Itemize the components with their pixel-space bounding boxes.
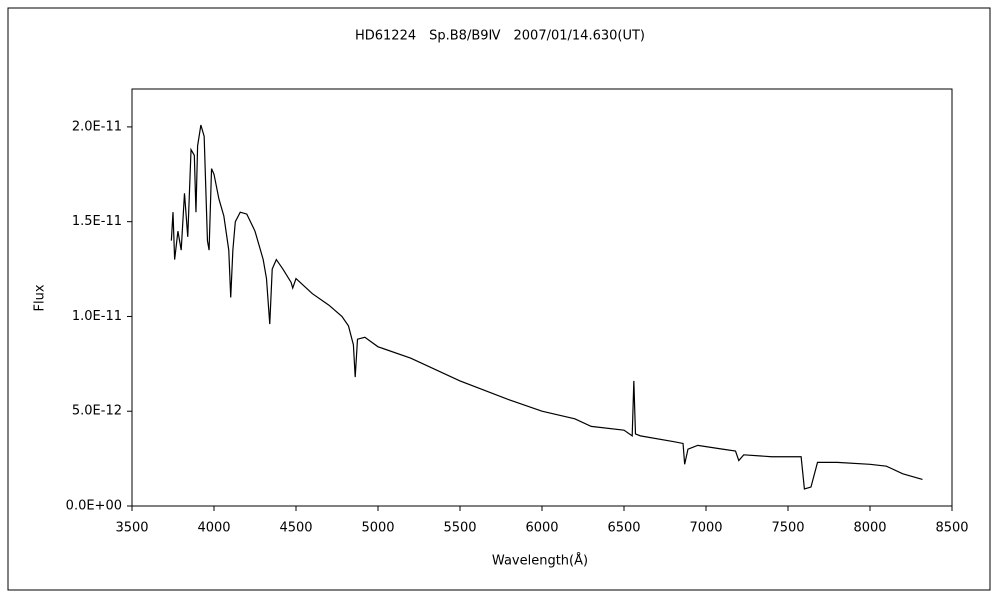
y-tick-label: 1.5E-11 [72,214,122,229]
x-tick-label: 6000 [525,521,558,536]
x-tick-label: 7500 [771,521,804,536]
y-tick-label: 5.0E-12 [72,404,122,419]
y-tick-label: 2.0E-11 [72,119,122,134]
y-tick-label: 0.0E+00 [66,499,122,514]
x-tick-label: 5500 [443,521,476,536]
x-tick-label: 6500 [607,521,640,536]
x-tick-label: 8000 [853,521,886,536]
x-tick-label: 3500 [115,521,148,536]
x-tick-label: 4000 [197,521,230,536]
x-tick-label: 4500 [279,521,312,536]
x-tick-label: 5000 [361,521,394,536]
plot-area [131,88,953,507]
y-axis-label: Flux [33,284,48,311]
chart-title: HD61224 Sp.B8/B9Ⅳ 2007/01/14.630(UT) [355,29,645,44]
x-axis-label: Wavelength(Å) [492,553,588,569]
spectrum-line [170,124,923,490]
y-tick-label: 1.0E-11 [72,309,122,324]
x-tick-label: 7000 [689,521,722,536]
x-tick-label: 8500 [935,521,968,536]
